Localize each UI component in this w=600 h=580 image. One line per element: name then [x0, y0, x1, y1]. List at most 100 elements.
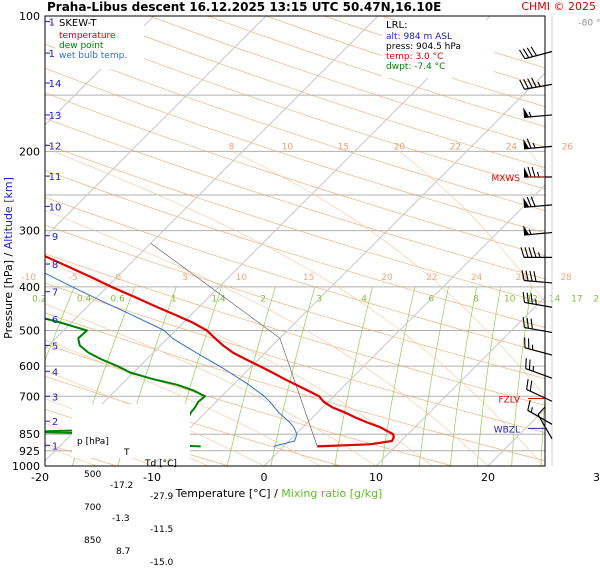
altitude-tick-label: 10 — [49, 202, 62, 213]
altitude-tick-label: 4 — [52, 367, 58, 378]
table-cell-td: -15.0 — [150, 558, 173, 569]
mixing-ratio-label: 3 — [316, 295, 322, 305]
wind-barb-flag — [529, 360, 530, 370]
temperature-tick-label: 0 — [261, 471, 268, 484]
y-axis-label-altitude: Altitude [km] — [2, 177, 15, 249]
mixing-ratio-label: 0.6 — [111, 295, 126, 305]
temperature-tick-label: 10 — [369, 471, 383, 484]
altitude-tick-label: 9 — [52, 232, 58, 243]
wind-barb — [519, 47, 552, 59]
altitude-tick-label: 5 — [52, 342, 58, 353]
temperature-tick-label: 20 — [481, 471, 495, 484]
wind-barb-half-flag — [531, 407, 532, 412]
altitude-tick-label: 2 — [52, 417, 58, 428]
summary-table: p [hPa] T Td [°C] 500 -17.2 -27.9 700 -1… — [72, 404, 190, 458]
wind-barb-pennant — [523, 107, 529, 117]
mixing-ratio-line — [6, 287, 74, 466]
mixing-ratio-line — [541, 287, 558, 466]
wind-barb-flag — [531, 47, 536, 56]
isotherm-line — [264, 16, 600, 466]
wind-barb-flag — [528, 167, 531, 177]
wind-barb-shaft — [524, 280, 552, 282]
wind-barb-flag — [526, 358, 527, 368]
wind-barb-flag — [523, 317, 524, 327]
skewt-chart-root: Praha-Libus descent 16.12.2025 13:15 UTC… — [0, 0, 600, 500]
table-cell-p: 850 — [84, 536, 101, 547]
pressure-tick-label: 850 — [19, 428, 40, 441]
legend-title: SKEW-T — [59, 17, 144, 31]
altitude-tick-label: 14 — [49, 79, 62, 90]
wind-barb-flag — [521, 247, 524, 257]
moist-adiabat-label: 20 — [381, 273, 393, 283]
wind-barb — [521, 247, 552, 257]
wind-barb — [523, 107, 552, 117]
y-axis-label-separator: / — [2, 249, 15, 260]
isotherm-line — [40, 16, 490, 466]
moist-adiabat-label: 28 — [560, 273, 572, 283]
altitude-tick-label: 3 — [52, 392, 58, 403]
wind-barb-flag — [523, 49, 528, 58]
mixing-ratio-label: 4 — [361, 295, 367, 305]
altitude-tick-label: 8 — [52, 260, 58, 271]
isotherm-label: -80 °C — [578, 18, 600, 28]
lrl-title: LRL: — [386, 20, 494, 32]
altitude-tick-label: 11 — [49, 172, 62, 183]
wind-barb-flag — [530, 271, 532, 281]
moist-adiabat-label: -5 — [69, 273, 78, 283]
pressure-tick-label: 500 — [19, 324, 40, 337]
y-axis-label-pressure: Pressure [hPa] — [2, 260, 15, 339]
lrl-dewpoint: dwpt: -7.4 °C — [386, 62, 494, 72]
wind-barb-half-flag — [539, 252, 541, 257]
temperature-tick-label: 30 — [593, 471, 600, 484]
legend-item-dew-point: dew point — [59, 41, 144, 51]
altitude-tick-label: 12 — [49, 141, 62, 152]
altitude-tick-label: 6 — [52, 315, 58, 326]
mixing-ratio-label: 14 — [549, 295, 561, 305]
mixing-ratio-label: 0.4 — [77, 295, 92, 305]
wind-barb — [526, 358, 552, 378]
wind-barb-flag — [527, 48, 532, 57]
wind-barb-shaft — [525, 348, 552, 355]
mixing-ratio-line — [582, 287, 595, 466]
moist-adiabat-label: 26 — [516, 273, 528, 283]
dry-adiabat-label: 24 — [506, 142, 518, 152]
wind-barb-flag — [527, 379, 529, 389]
moist-adiabat-label: 5 — [183, 273, 189, 283]
table-cell-p: 500 — [84, 470, 101, 481]
dry-adiabat-label: 20 — [394, 142, 406, 152]
mixing-ratio-label: 17 — [571, 295, 582, 305]
mixing-ratio-line — [227, 287, 275, 466]
wind-barb-half-flag — [536, 299, 537, 304]
summary-table-header: p [hPa] T Td [°C] — [72, 426, 190, 437]
wind-barb-flag — [532, 167, 535, 177]
x-axis-label: Temperature [°C] / Mixing ratio [g/kg] — [175, 487, 383, 500]
moist-adiabat-label: 24 — [471, 273, 483, 283]
pressure-tick-label: 700 — [19, 390, 40, 403]
table-row: 850 8.7 -15.0 — [72, 525, 190, 536]
isotherm-line — [376, 16, 600, 466]
wind-barb-flag — [531, 197, 535, 207]
table-header-t: T — [124, 448, 130, 459]
dry-adiabat-label: 22 — [450, 142, 461, 152]
wind-barb-flag — [529, 247, 532, 257]
lrl-temperature: temp: 3.0 °C — [386, 52, 494, 62]
mxws-level-label: MXWS — [491, 174, 520, 184]
altitude-tick-label: 1 — [52, 441, 58, 452]
wind-barb-flag — [525, 247, 528, 257]
wind-barb-flag — [520, 80, 525, 89]
x-axis-label-separator: / — [271, 487, 282, 500]
legend-item-wet-bulb: wet bulb temp. — [59, 51, 144, 61]
pressure-tick-label: 300 — [19, 225, 40, 238]
lrl-altitude: alt: 984 m ASL — [386, 32, 494, 42]
pressure-tick-label: 600 — [19, 360, 40, 373]
mixing-ratio-label: 1 — [171, 295, 177, 305]
moist-adiabat-label: 10 — [236, 273, 248, 283]
wbzl-level-label: WBZL — [494, 425, 520, 435]
wind-barb-flag — [528, 400, 530, 410]
dry-adiabat-line — [381, 16, 600, 466]
mixing-ratio-label: 8 — [473, 295, 479, 305]
wind-barb-pennant — [523, 225, 529, 235]
moist-adiabat-label: 22 — [426, 273, 437, 283]
legend-box: SKEW-T temperature dew point wet bulb te… — [55, 17, 144, 69]
wind-barb — [527, 379, 552, 401]
